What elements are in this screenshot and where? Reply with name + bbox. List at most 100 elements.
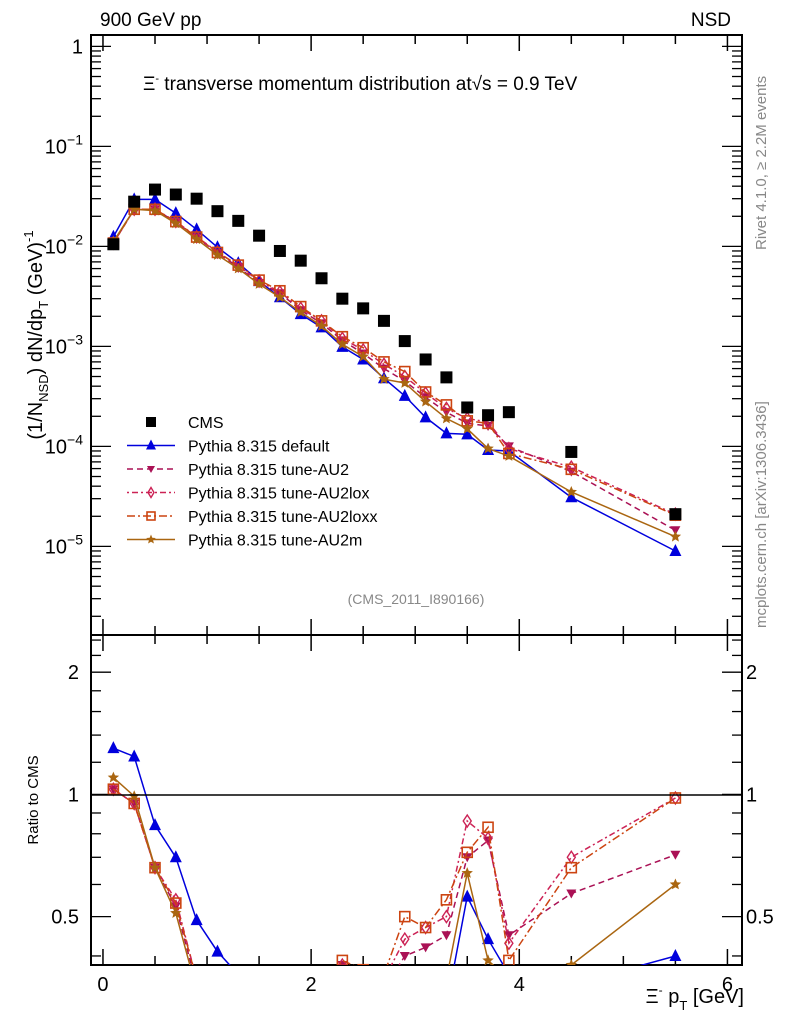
ratio-point xyxy=(316,1000,328,1012)
ratio-point xyxy=(461,889,474,902)
data-point xyxy=(440,371,453,384)
ratio-point xyxy=(170,907,182,918)
ratio-point xyxy=(565,978,577,990)
title-xi-superscript: - xyxy=(155,73,159,85)
ratio-point xyxy=(399,979,410,990)
series-line xyxy=(112,208,676,531)
data-point xyxy=(419,353,432,366)
ratio-series-pythia-8-315-tune-au2 xyxy=(108,785,681,1000)
ratio-point xyxy=(190,913,203,926)
ratio-point xyxy=(213,979,221,991)
ratio-point xyxy=(669,948,682,961)
ratio-point xyxy=(276,969,284,981)
data-point xyxy=(503,450,515,461)
data-point xyxy=(398,388,411,401)
y-tick-label: 10−5 xyxy=(45,531,83,558)
ratio-point xyxy=(316,1001,327,1012)
ratio-point xyxy=(295,1001,306,1012)
ratio-point xyxy=(379,970,389,980)
data-point xyxy=(336,338,349,350)
ratio-point xyxy=(128,749,141,762)
ratio-point xyxy=(192,981,202,990)
data-point xyxy=(377,314,390,327)
legend-marker xyxy=(146,417,156,427)
data-point xyxy=(399,377,411,388)
ratio-series-pythia-8-315-tune-au2m xyxy=(107,771,682,1012)
data-point xyxy=(190,233,203,245)
data-point xyxy=(461,427,474,440)
ratio-point xyxy=(483,830,493,846)
x-axis-label: Ξ- pT [GeV] xyxy=(646,983,744,1013)
data-point xyxy=(294,254,307,267)
ratio-point xyxy=(565,861,578,874)
legend-label: Pythia 8.315 default xyxy=(188,439,330,456)
ratio-point xyxy=(255,979,263,991)
data-point xyxy=(669,543,682,556)
series-cms xyxy=(107,183,682,521)
data-point xyxy=(566,459,577,475)
data-point xyxy=(149,204,161,216)
data-point xyxy=(482,409,495,422)
rivet-label: Rivet 4.1.0, ≥ 2.2M events xyxy=(753,76,770,250)
ratio-point xyxy=(357,1000,369,1012)
legend-label: Pythia 8.315 tune-AU2 xyxy=(188,462,349,479)
legend-item-pythia-8-315-default: Pythia 8.315 default xyxy=(127,439,330,456)
data-point xyxy=(315,320,328,331)
ratio-point xyxy=(669,878,682,890)
ratio-point xyxy=(107,741,120,754)
ratio-point xyxy=(378,1018,390,1024)
ratio-point xyxy=(212,995,224,1006)
title-xi-symbol: Ξ xyxy=(143,74,155,95)
ratio-point xyxy=(212,991,222,1000)
ratio-point xyxy=(420,920,431,935)
ratio-y-tick-label-right: 0.5 xyxy=(746,907,774,929)
data-point xyxy=(232,214,245,227)
legend-label: Pythia 8.315 tune-AU2lox xyxy=(188,486,369,503)
ratio-series-group xyxy=(107,741,682,1024)
series-line xyxy=(112,208,676,538)
ratio-point xyxy=(399,931,410,947)
y-tick-label: 10−4 xyxy=(45,431,83,458)
ratio-line xyxy=(112,788,676,965)
data-point xyxy=(398,365,411,378)
ratio-point xyxy=(253,983,265,995)
data-point xyxy=(461,422,473,434)
data-point xyxy=(232,262,244,274)
ratio-point xyxy=(336,994,348,1006)
y-tick-label: 10−3 xyxy=(45,331,83,358)
ratio-point xyxy=(358,995,369,1006)
data-point xyxy=(398,335,411,348)
ratio-point xyxy=(420,984,431,995)
data-point xyxy=(211,205,224,218)
x-tick-label: 6 xyxy=(722,974,733,996)
ratio-point xyxy=(565,959,577,965)
ratio-point xyxy=(398,910,411,923)
legend-item-pythia-8-315-tune-au2m: Pythia 8.315 tune-AU2m xyxy=(127,533,362,550)
data-point xyxy=(190,192,203,205)
data-point xyxy=(149,183,162,196)
data-point xyxy=(169,188,182,201)
ratio-point xyxy=(440,894,453,906)
ratio-point xyxy=(670,790,681,806)
data-point xyxy=(274,291,286,303)
ratio-point xyxy=(359,973,367,985)
analysis-label: (CMS_2011_I890166) xyxy=(348,591,485,607)
data-point xyxy=(440,426,453,439)
y-tick-label: 10−1 xyxy=(45,131,83,158)
data-point xyxy=(128,195,141,208)
ratio-y-tick-label-right: 2 xyxy=(746,662,757,684)
ratio-point xyxy=(482,954,494,965)
data-point xyxy=(273,244,286,257)
ratio-point xyxy=(232,968,244,980)
ratio-point xyxy=(274,984,285,995)
ratio-point xyxy=(503,931,514,941)
ratio-line xyxy=(112,788,676,965)
ratio-point xyxy=(317,985,327,995)
ratio-y-tick-label-right: 1 xyxy=(746,784,757,806)
ratio-point xyxy=(193,973,201,985)
data-point xyxy=(253,229,266,242)
data-point xyxy=(211,249,224,260)
event-type-label: NSD xyxy=(691,10,731,31)
data-point xyxy=(565,463,578,476)
y-tick-label: 1 xyxy=(72,36,83,58)
